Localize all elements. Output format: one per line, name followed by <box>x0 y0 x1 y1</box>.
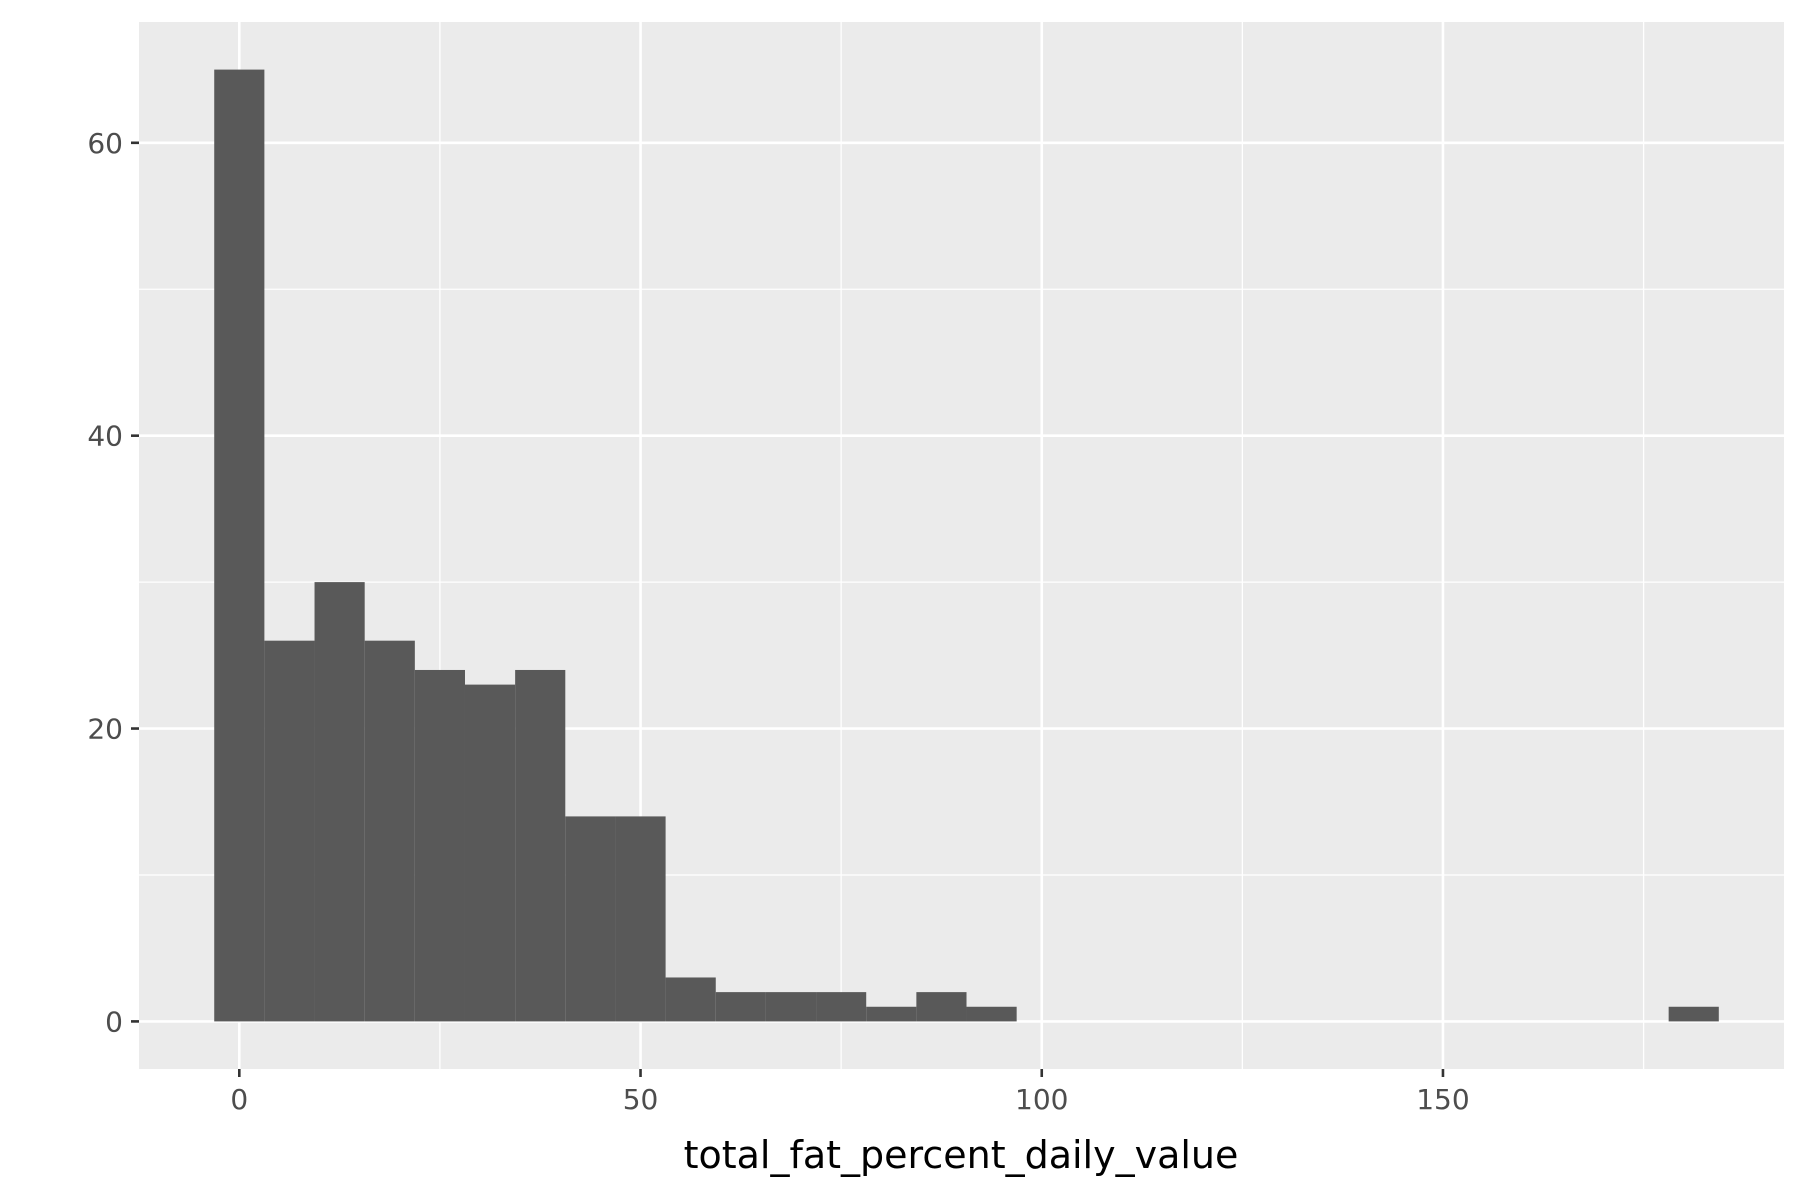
y-tick-label: 40 <box>87 420 123 453</box>
x-tick-label: 150 <box>1416 1083 1469 1116</box>
histogram-bar <box>715 992 766 1022</box>
histogram-bar <box>816 992 867 1022</box>
x-tick-label: 50 <box>623 1083 659 1116</box>
histogram-bar <box>264 640 315 1022</box>
histogram-bar <box>1668 1006 1719 1022</box>
histogram-bars <box>214 69 1719 1022</box>
histogram-bar <box>665 977 716 1022</box>
histogram-bar <box>515 669 566 1022</box>
histogram-bar <box>414 669 465 1022</box>
x-axis-title: total_fat_percent_daily_value <box>684 1133 1239 1177</box>
histogram-bar <box>916 992 967 1022</box>
x-tick-label: 100 <box>1015 1083 1068 1116</box>
histogram-bar <box>966 1006 1017 1022</box>
histogram-bar <box>765 992 817 1022</box>
x-tick-label: 0 <box>230 1083 248 1116</box>
histogram-bar <box>314 582 365 1022</box>
histogram-bar <box>866 1006 917 1022</box>
histogram-bar <box>214 69 265 1022</box>
histogram-bar <box>464 684 516 1022</box>
y-tick-label: 0 <box>105 1005 123 1038</box>
histogram-bar <box>364 640 415 1022</box>
y-axis: 0 20 40 60 <box>87 127 139 1038</box>
y-tick-label: 60 <box>87 127 123 160</box>
minor-gridlines <box>139 22 1784 1069</box>
x-axis: 0 50 100 150 <box>230 1069 1470 1116</box>
y-tick-label: 20 <box>87 713 123 746</box>
histogram-bar <box>565 816 616 1022</box>
histogram-bar <box>615 816 666 1022</box>
